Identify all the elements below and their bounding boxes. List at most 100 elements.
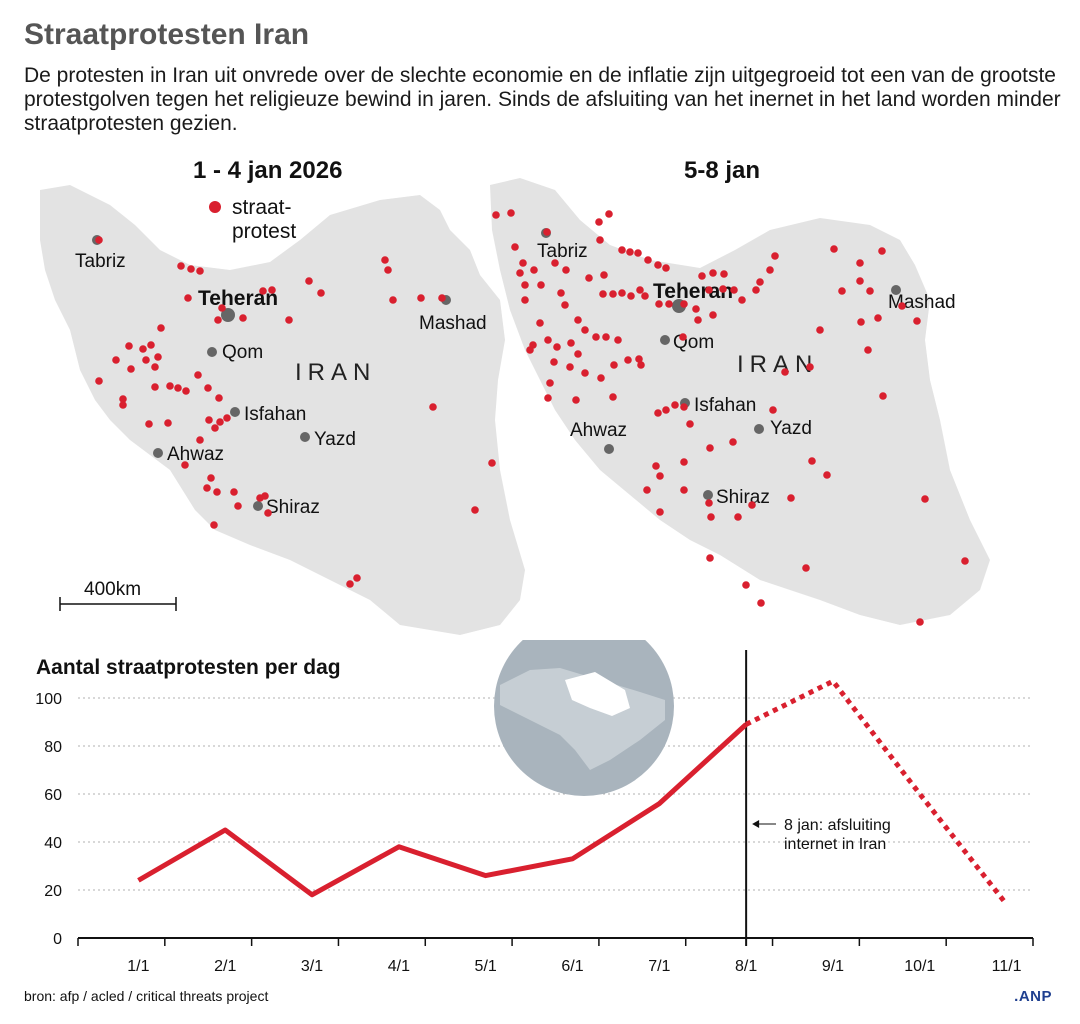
protest-dot — [961, 557, 969, 565]
protest-dot — [595, 218, 603, 226]
country-label-right: IRAN — [737, 351, 818, 378]
protest-dot — [709, 311, 717, 319]
protest-dot — [830, 245, 838, 253]
protest-dot — [706, 444, 714, 452]
source-note: bron: afp / acled / critical threats pro… — [24, 988, 269, 1004]
protest-dot — [680, 458, 688, 466]
y-tick-label: 60 — [44, 787, 62, 804]
protest-dot — [259, 287, 267, 295]
protest-dot — [119, 395, 127, 403]
protest-dot — [213, 488, 221, 496]
city-label: Tabriz — [537, 241, 588, 262]
protest-dot — [720, 270, 728, 278]
protest-dot — [671, 401, 679, 409]
protest-dot — [641, 292, 649, 300]
protest-dot — [609, 290, 617, 298]
protest-dot — [734, 513, 742, 521]
protest-dot — [766, 266, 774, 274]
protest-dot — [544, 394, 552, 402]
scale-label: 400km — [84, 579, 141, 600]
protest-dot — [757, 599, 765, 607]
protest-dot — [652, 462, 660, 470]
intro-text: De protesten in Iran uit onvrede over de… — [24, 64, 1061, 135]
protest-dot — [566, 363, 574, 371]
protest-dot — [802, 564, 810, 572]
protest-dot — [698, 272, 706, 280]
annotation-arrowhead — [752, 820, 760, 828]
city-label: Tabriz — [75, 251, 126, 272]
protest-dot — [196, 267, 204, 275]
protest-dot — [182, 387, 190, 395]
protest-dot — [216, 418, 224, 426]
protest-dot — [719, 285, 727, 293]
protest-dot — [268, 286, 276, 294]
city-ahwaz-right: Ahwaz — [570, 420, 627, 454]
x-tick-label: 11/1 — [992, 958, 1022, 975]
protest-dot — [346, 580, 354, 588]
protest-dot — [205, 416, 213, 424]
map-title-right: 5-8 jan — [684, 157, 760, 184]
protest-dot — [898, 302, 906, 310]
protest-dot — [680, 486, 688, 494]
protest-dot — [561, 301, 569, 309]
protest-dot — [707, 513, 715, 521]
x-tick-label: 2/1 — [214, 958, 236, 975]
protest-dot — [609, 393, 617, 401]
protest-dot — [125, 342, 133, 350]
protest-dot — [147, 341, 155, 349]
y-tick-label: 0 — [53, 931, 62, 948]
y-tick-label: 40 — [44, 835, 62, 852]
protest-dot — [644, 256, 652, 264]
protest-dot — [662, 406, 670, 414]
city-label: Ahwaz — [167, 444, 224, 465]
protest-dot — [636, 286, 644, 294]
series-line-solid — [137, 722, 748, 898]
protest-dot — [654, 409, 662, 417]
protest-dot — [856, 259, 864, 267]
protest-dot — [139, 345, 147, 353]
protest-dot — [874, 314, 882, 322]
protest-dot — [544, 336, 552, 344]
gridlines — [78, 697, 1033, 891]
protest-dot — [748, 501, 756, 509]
protest-dot — [550, 358, 558, 366]
protest-dot — [177, 262, 185, 270]
protest-dot — [521, 281, 529, 289]
series-line-dotted — [744, 678, 1009, 906]
protest-dot — [230, 488, 238, 496]
protest-dot — [239, 314, 247, 322]
protest-dot — [215, 394, 223, 402]
city-label: Mashad — [888, 292, 956, 313]
city-shiraz-right: Shiraz — [703, 487, 770, 508]
legend-label-1: straat- — [232, 196, 292, 219]
protest-dot — [511, 243, 519, 251]
x-axis: 1/1 2/1 3/1 4/1 5/1 6/1 7/1 8/1 9/1 10/1 11/1 — [77, 650, 1034, 975]
protest-dot — [878, 247, 886, 255]
protest-line-chart: Aantal straatprotesten per dag 0 20 40 60 80… — [35, 640, 1034, 975]
protest-dot — [112, 356, 120, 364]
protest-dot — [187, 265, 195, 273]
x-tick-label: 1/1 — [127, 958, 149, 975]
protest-dot — [557, 289, 565, 297]
protest-dot — [706, 554, 714, 562]
protest-dot — [742, 581, 750, 589]
protest-dot — [787, 494, 795, 502]
x-tick-label: 8/1 — [735, 958, 757, 975]
protest-dot — [626, 248, 634, 256]
protest-dot — [127, 365, 135, 373]
protest-dot — [543, 228, 551, 236]
protest-dot — [597, 374, 605, 382]
protest-dot — [913, 317, 921, 325]
x-tick-label: 5/1 — [475, 958, 497, 975]
protest-dot — [381, 256, 389, 264]
annotation-line-1: 8 jan: afsluiting — [784, 817, 891, 834]
city-label: Mashad — [419, 313, 487, 334]
protest-dot — [686, 420, 694, 428]
protest-dot — [574, 350, 582, 358]
protest-dot — [145, 420, 153, 428]
series-lines — [137, 678, 1009, 906]
protest-dot — [553, 343, 561, 351]
iran-map-right-land — [490, 178, 990, 625]
protest-dot — [264, 509, 272, 517]
protest-dot — [154, 353, 162, 361]
